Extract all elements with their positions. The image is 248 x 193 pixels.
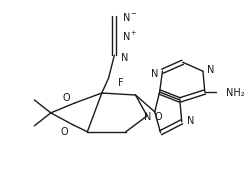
Text: N$^+$: N$^+$ (122, 30, 138, 43)
Text: O: O (62, 93, 70, 103)
Text: O: O (155, 112, 162, 122)
Text: N: N (207, 65, 214, 75)
Text: N: N (186, 116, 194, 126)
Text: NH₂: NH₂ (226, 88, 245, 98)
Text: N: N (151, 69, 159, 79)
Text: O: O (61, 127, 68, 137)
Text: N$^-$: N$^-$ (122, 11, 138, 23)
Text: N: N (144, 112, 151, 122)
Text: F: F (118, 78, 124, 88)
Text: N: N (121, 53, 128, 63)
